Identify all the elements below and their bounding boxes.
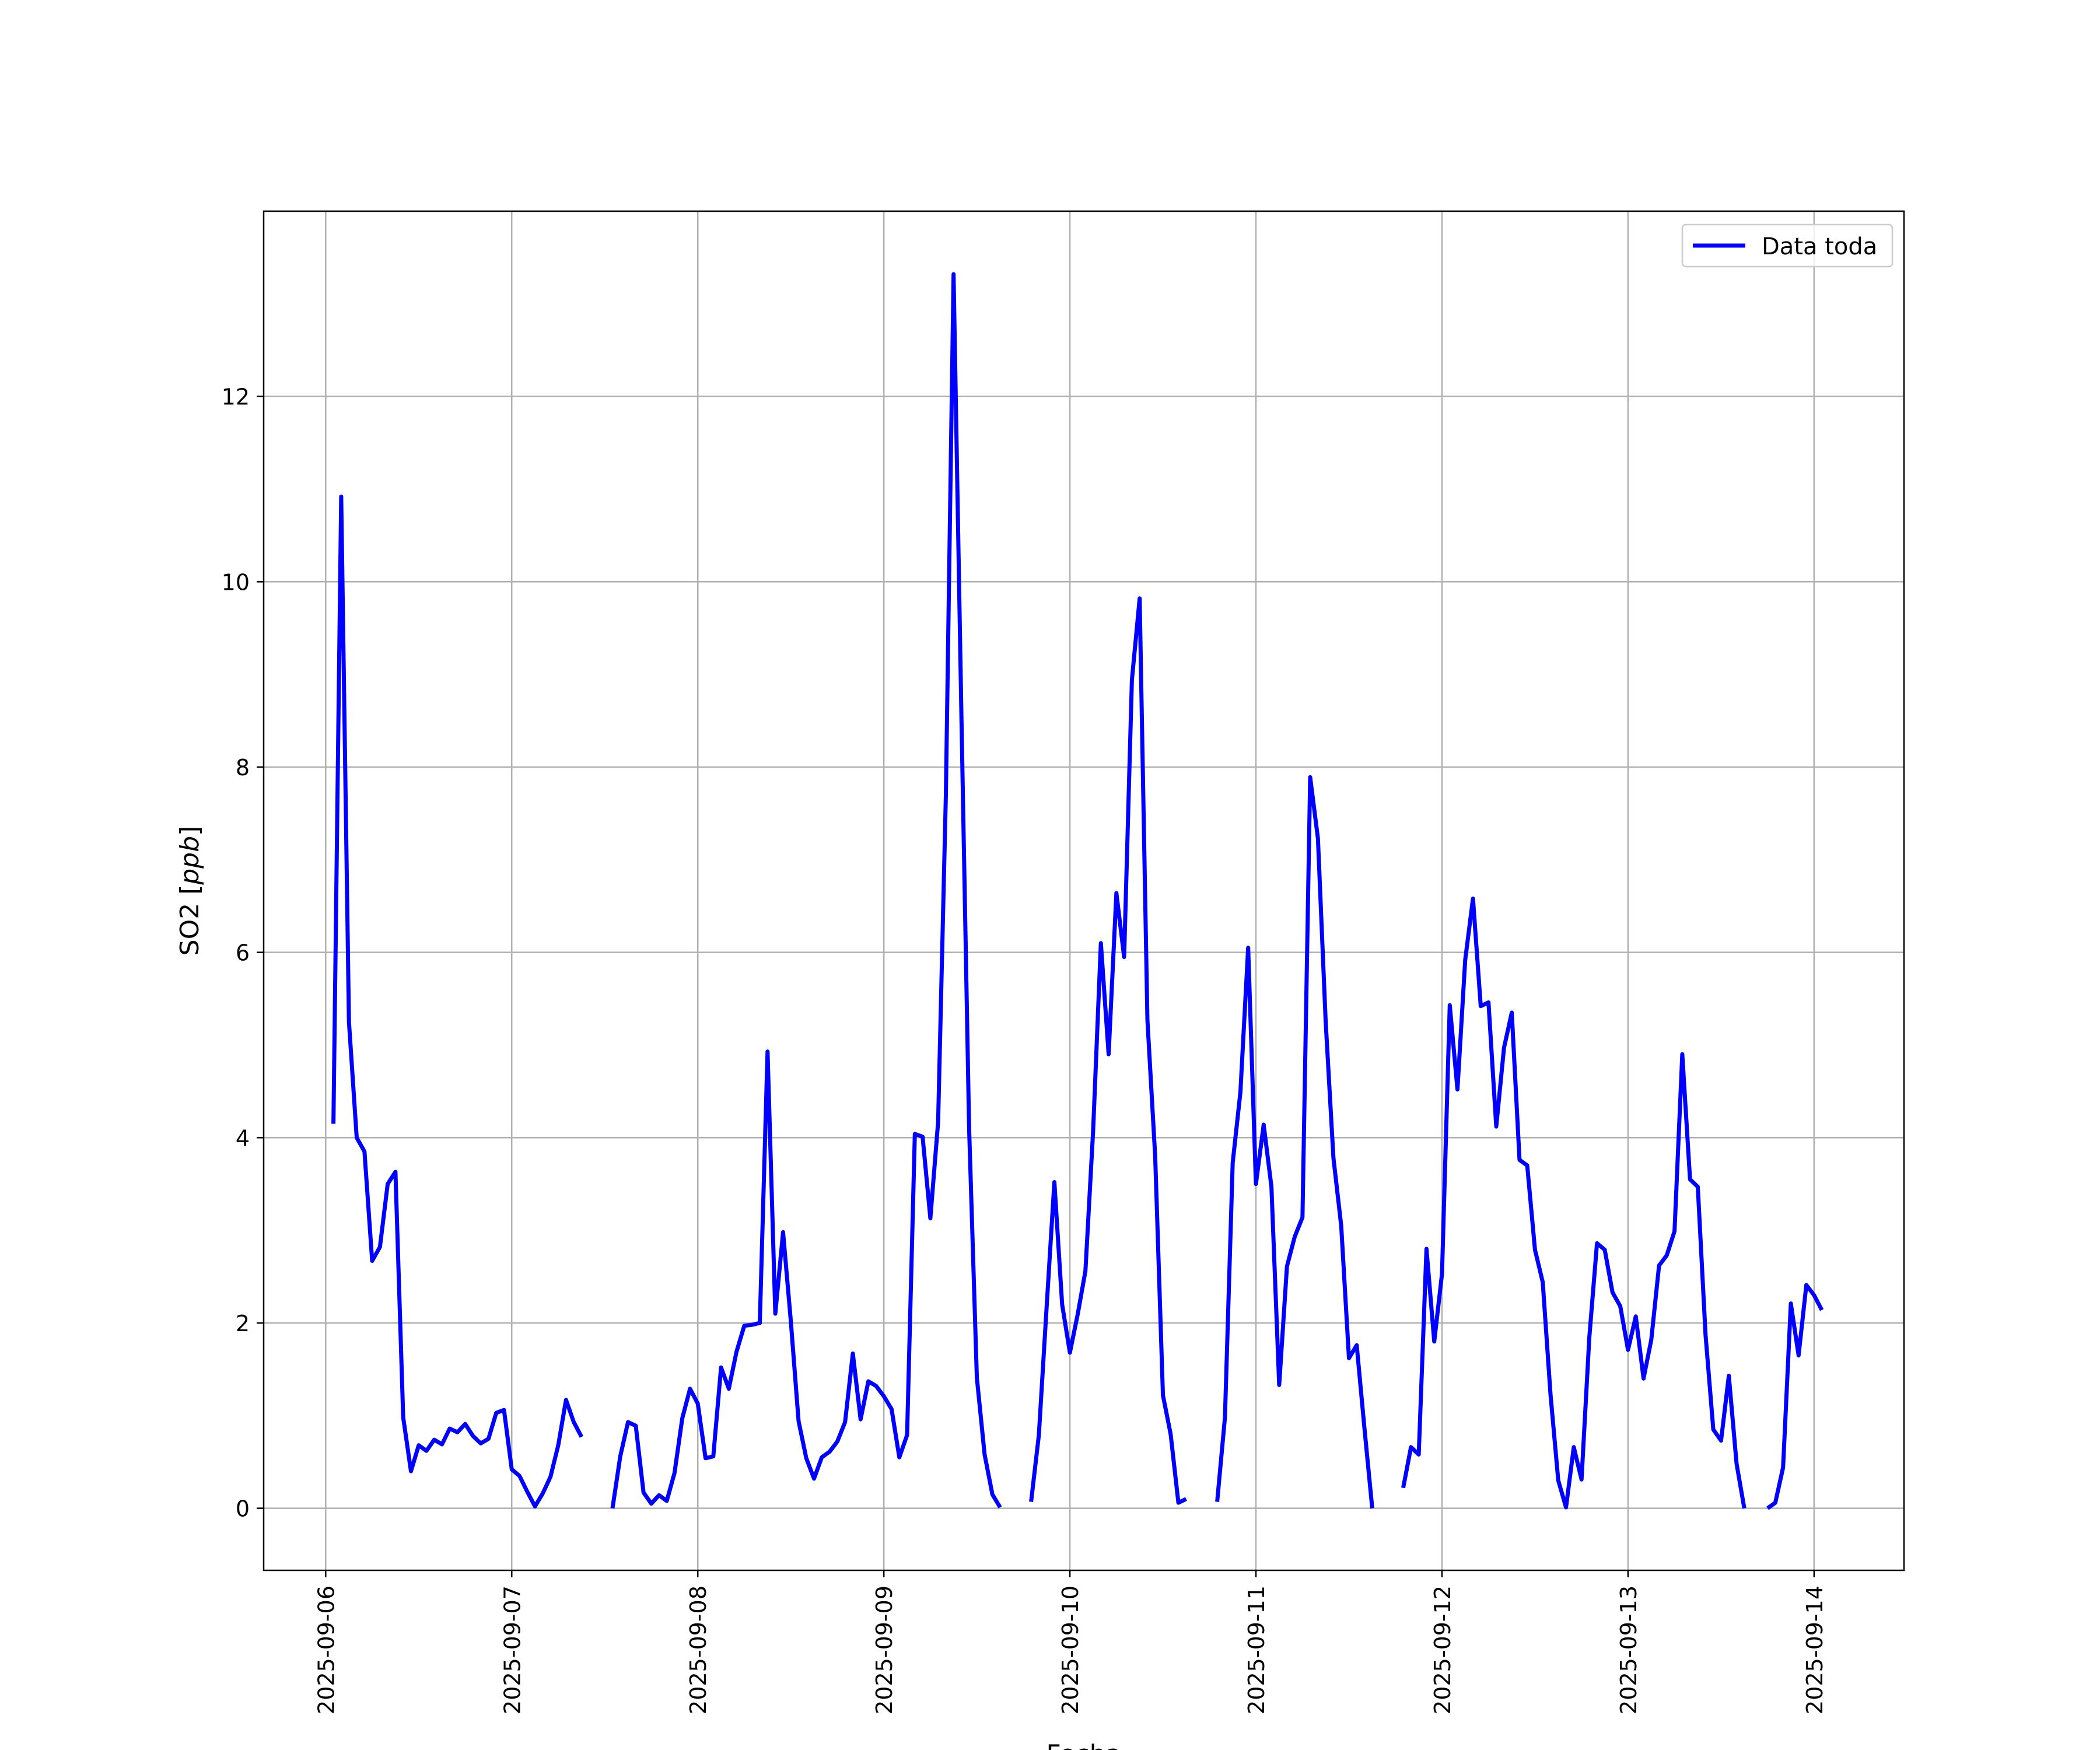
- legend-box: [1681, 223, 1894, 268]
- x-tick-label: 2025-09-14: [1802, 1586, 1828, 1714]
- series-line-segment: [610, 272, 1002, 1509]
- x-tick-label: 2025-09-08: [685, 1586, 711, 1714]
- y-tick-label: 4: [236, 1125, 250, 1151]
- y-tick-label: 0: [236, 1496, 250, 1522]
- x-tick-label: 2025-09-07: [499, 1586, 525, 1714]
- series-line-segment: [1766, 1283, 1824, 1510]
- y-tick-label: 12: [222, 384, 250, 410]
- grid-lines: [264, 211, 1904, 1570]
- axis-ticks: 0 2 4 6 8 10 12 2025-09-06 2025-09-07 2025-09-08 2…: [222, 384, 1828, 1714]
- x-axis-label: Fecha: [1046, 1740, 1121, 1750]
- x-tick-label: 2025-09-09: [872, 1586, 897, 1714]
- x-tick-label: 2025-09-13: [1616, 1586, 1642, 1714]
- series-layer: [331, 272, 1824, 1510]
- y-axis-label-text: SO2 [: [175, 885, 205, 956]
- x-tick-label: 2025-09-06: [313, 1586, 339, 1714]
- plot-area-frame: [262, 210, 1905, 1572]
- legend-label-data-toda: Data toda: [1762, 233, 1877, 260]
- legend: Data toda: [1681, 223, 1894, 268]
- y-tick-label: 8: [236, 755, 250, 780]
- y-tick-label: 2: [236, 1311, 250, 1336]
- series-line-segment: [1215, 775, 1374, 1508]
- x-tick-label: 2025-09-12: [1430, 1586, 1455, 1714]
- y-axis-label-close: ]: [175, 826, 205, 836]
- x-tick-label: 2025-09-11: [1244, 1586, 1269, 1714]
- series-line-segment: [1401, 897, 1746, 1510]
- series-line-segment: [1029, 596, 1187, 1505]
- y-axis-label-unit: ppb: [175, 836, 205, 886]
- y-axis-label: SO2 [ppb]: [175, 826, 205, 956]
- y-tick-label: 6: [236, 940, 250, 966]
- series-line-segment: [331, 494, 584, 1508]
- x-tick-label: 2025-09-10: [1058, 1586, 1083, 1714]
- y-tick-label: 10: [222, 569, 250, 595]
